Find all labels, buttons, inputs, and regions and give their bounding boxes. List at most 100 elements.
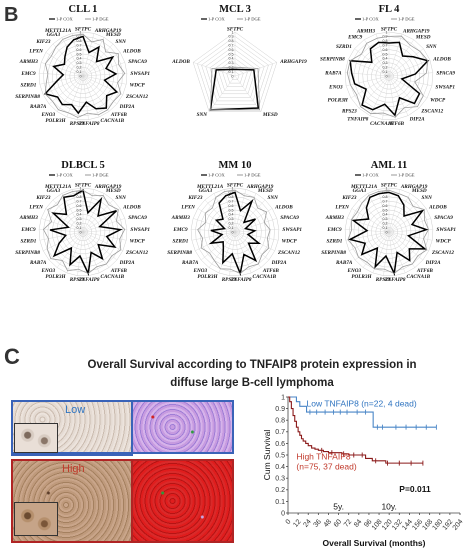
radar-axis-label-aldob: ALDOB: [122, 204, 141, 210]
radar-axis-label-rps23: RPS23: [70, 121, 85, 127]
radar-axis-label-snn: SNN: [116, 195, 127, 201]
radar-axis-label-emc9: EMC9: [347, 35, 363, 41]
radar-series-1-p-dge: [210, 66, 260, 111]
radar-tick-label: 0.5: [229, 52, 234, 56]
km-x-tick-label: 24: [302, 518, 312, 529]
radar-axis-label-emc9: EMC9: [20, 71, 36, 77]
radar-grid-ring: [205, 44, 265, 102]
radar-tick-label: 0.4: [229, 57, 234, 61]
radar-axis-label-aldob: ALDOB: [428, 204, 447, 210]
radar-axis-label-sftpc: SFTPC: [381, 182, 398, 188]
radar-axis-label-spaca9: SPACA9: [128, 59, 147, 65]
radar-spoke: [345, 231, 390, 241]
radar-spoke: [234, 229, 279, 233]
radar-spoke: [61, 193, 84, 233]
radar-axis-label-arhgap19: ARHGAP19: [402, 28, 430, 34]
radar-grid-ring: [226, 66, 244, 84]
radar-grid-ring: [56, 49, 110, 103]
radar-spoke: [39, 73, 84, 77]
radar-series-1-p-dge: [197, 189, 271, 274]
km-mark-5y: 5y.: [333, 502, 344, 512]
radar-tick-label: 1: [232, 186, 234, 190]
radar-spoke: [82, 231, 89, 276]
km-survival-chart: 00.10.20.30.40.50.60.70.80.910 12 24 36 48 60…: [262, 394, 465, 548]
radar-spoke: [388, 231, 424, 261]
radar-tick-label: 1: [386, 30, 388, 34]
radar-spoke: [193, 218, 236, 233]
radar-axis-label-polr3h: POLR3H: [328, 98, 349, 104]
radar-axis-label-sftpc: SFTPC: [381, 26, 398, 32]
radar-axis-label-rps23: RPS23: [222, 277, 237, 283]
radar-axis-label-emc9: EMC9: [326, 227, 342, 233]
radar-tick-label: 0: [232, 230, 234, 234]
radar-tick-label: 0.8: [77, 39, 82, 43]
radar-tick-label: 1: [386, 186, 388, 190]
radar-spoke: [388, 75, 396, 120]
legend-label-dge: 1-P DGE: [92, 17, 109, 22]
radar-axis-label-gga3: GGA3: [353, 188, 367, 194]
radar-tick-label: 0.4: [77, 213, 82, 217]
radar-spoke: [204, 199, 236, 233]
radar-tick-label: 0.7: [383, 44, 388, 48]
radar-axis-label-szrd1: SZRD1: [20, 83, 36, 89]
radar-tick-label: 0.7: [229, 200, 234, 204]
radar-spoke: [82, 62, 125, 77]
radar-axis-label-armh3: ARMH3: [325, 215, 345, 221]
radar-axis-label-mettl21a: METTL21A: [350, 184, 378, 190]
radar-tick-label: 0.6: [77, 204, 82, 208]
km-y-tick-label: 0.6: [275, 441, 285, 448]
radar-axis-label-arhgap19: ARHGAP19: [279, 59, 307, 65]
radar-chart-dlbcl5: DLBCL 5 1-P COX 1-P DGE 0 0.1 0.2 0.3 0.4 0.5 0.6…: [8, 158, 158, 293]
radar-axis-label-mettl21a: METTL21A: [44, 28, 72, 34]
km-x-tick-label: 36: [313, 518, 323, 529]
radar-grid-ring: [60, 209, 106, 255]
radar-chart-cll1: CLL 1 1-P COX 1-P DGE 0 0.1 0.2 0.3 0.4 0.5 0.6 0.…: [8, 2, 158, 137]
radar-tick-label: 0.7: [383, 200, 388, 204]
radar-tick-label: 0.8: [77, 195, 82, 199]
radar-grid-ring: [47, 40, 119, 112]
radar-axis-label-gga3: GGA3: [47, 32, 61, 38]
radar-axis-label-sftpc: SFTPC: [75, 182, 92, 188]
radar-grid-ring: [362, 49, 416, 103]
radar-spoke: [388, 48, 424, 77]
km-curve-low: [288, 396, 437, 428]
radar-spoke: [43, 231, 84, 251]
legend-label-dge: 1-P DGE: [92, 173, 109, 178]
radar-spoke: [234, 231, 275, 251]
radar-axis-label-wdcp: WDCP: [430, 98, 446, 104]
radar-series-1-p-cox: [43, 35, 119, 115]
legend-label-dge: 1-P DGE: [244, 173, 261, 178]
radar-tick-label: 0.3: [383, 61, 388, 65]
legend-label-dge: 1-P DGE: [398, 17, 415, 22]
radar-spoke: [367, 193, 390, 233]
radar-spoke: [234, 231, 252, 273]
radar-axis-label-polr3h: POLR3H: [45, 118, 66, 124]
radar-tick-label: 1: [80, 186, 82, 190]
radar-spoke: [39, 229, 84, 233]
panel-c-title: Overall Survival according to TNFAIP8 pr…: [30, 356, 474, 392]
radar-title: MCL 3: [219, 4, 251, 15]
radar-axis-label-rab7a: RAB7A: [336, 260, 353, 266]
radar-axis-label-mettl21a: METTL21A: [44, 184, 72, 190]
radar-spoke: [82, 75, 110, 112]
panel-b-letter: B: [4, 4, 19, 26]
radar-tick-label: 0.8: [383, 195, 388, 199]
radar-axis-label-eno3: ENO3: [193, 268, 208, 274]
radar-spoke: [193, 62, 236, 77]
radar-axis-label-polr3h: POLR3H: [45, 274, 66, 280]
radar-axis-label-serpinb8: SERPINB8: [15, 94, 40, 100]
radar-spoke: [388, 75, 432, 86]
radar-axis-label-zscan12: ZSCAN12: [420, 109, 443, 115]
radar-spoke: [388, 75, 428, 99]
radar-title: AML 11: [371, 160, 407, 171]
radar-tick-label: 0: [386, 230, 388, 234]
radar-spoke: [195, 231, 236, 251]
radar-axis-label-mesd: MESD: [105, 32, 121, 38]
legend-label-cox: 1-P COX: [362, 173, 379, 178]
radar-spoke: [39, 75, 84, 85]
radar-spoke: [388, 208, 427, 233]
radar-axis-label-rab7a: RAB7A: [30, 104, 47, 110]
radar-axis-label-wdcp: WDCP: [130, 83, 146, 89]
km-x-tick-label: 0: [285, 518, 293, 526]
radar-axis-label-kif23: KIF23: [35, 39, 51, 45]
